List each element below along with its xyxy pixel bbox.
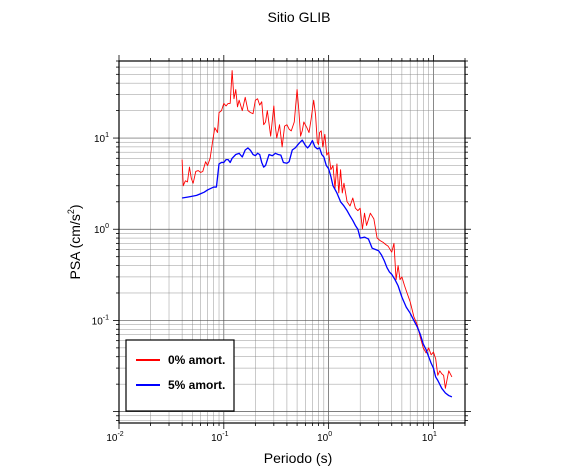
plot-frame bbox=[118, 60, 466, 424]
y-tick-label: 10-1 bbox=[92, 314, 109, 327]
y-axis-label-exponent: 2 bbox=[66, 209, 76, 214]
series-layer bbox=[181, 70, 453, 398]
series-line-5pct bbox=[182, 139, 453, 398]
x-tick-label: 10-2 bbox=[106, 431, 123, 444]
legend-label-5pct: 5% amort. bbox=[168, 378, 225, 392]
x-tick-label: 10-1 bbox=[211, 431, 228, 444]
x-tick-label: 100 bbox=[317, 431, 332, 444]
y-tick-labels: 10-1 100 101 bbox=[92, 132, 109, 327]
legend: 0% amort. 5% amort. bbox=[125, 339, 235, 412]
y-axis-label-suffix: ) bbox=[67, 204, 83, 209]
y-axis-label: PSA (cm/s2) bbox=[66, 204, 83, 279]
legend-label-0pct: 0% amort. bbox=[168, 353, 225, 367]
y-tick-label: 101 bbox=[94, 132, 109, 145]
x-tick-labels: 10-2 10-1 100 101 bbox=[106, 431, 437, 444]
grid-lines bbox=[118, 60, 466, 423]
x-axis-label: Periodo (s) bbox=[264, 450, 332, 466]
y-axis-label-prefix: PSA (cm/s bbox=[67, 214, 83, 279]
series-line-0pct bbox=[181, 70, 453, 389]
x-tick-label: 101 bbox=[422, 431, 437, 444]
chart-title: Sitio GLIB bbox=[267, 9, 330, 25]
legend-box bbox=[125, 339, 235, 412]
y-tick-label: 100 bbox=[94, 223, 109, 236]
